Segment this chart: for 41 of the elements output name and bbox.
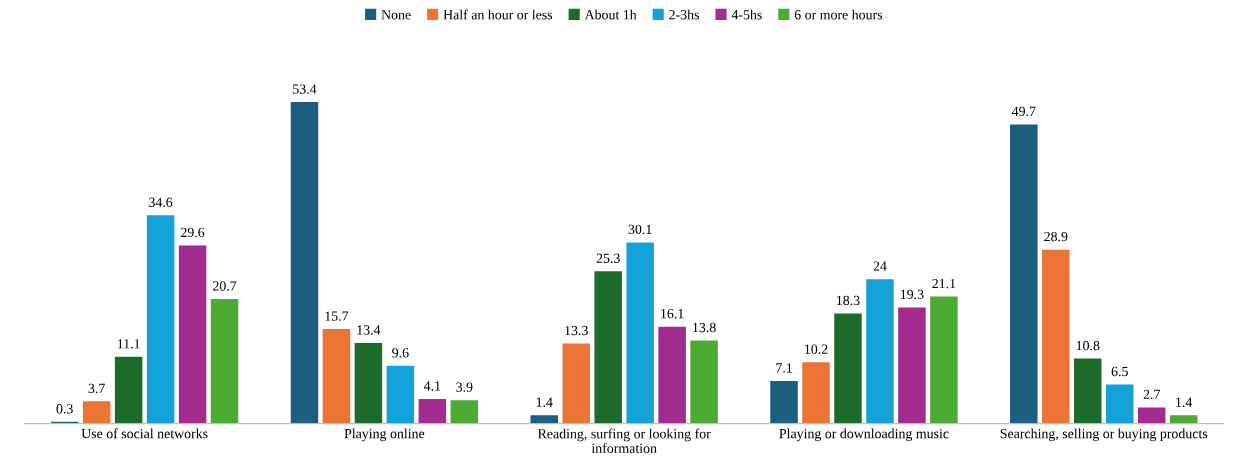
legend-label: 4-5hs: [731, 9, 762, 20]
data-label: 1.4: [1176, 397, 1193, 407]
data-label: 3.7: [88, 383, 105, 394]
x-tick-label: Searching, selling or buying products: [1000, 428, 1208, 442]
x-tick-label: Playing or downloading music: [779, 428, 949, 442]
data-label: 19.3: [900, 289, 924, 300]
data-label: 10.8: [1076, 340, 1100, 351]
x-tick-label: Playing online: [344, 428, 425, 442]
data-label: 2.7: [1143, 389, 1160, 400]
data-label: 13.4: [357, 325, 381, 335]
data-label: 28.9: [1044, 231, 1068, 242]
legend-label: Half an hour or less: [443, 9, 553, 20]
data-label: 11.1: [117, 339, 140, 349]
data-label: 0.3: [56, 404, 73, 414]
data-label: 20.7: [213, 281, 237, 291]
data-label: 29.6: [181, 227, 205, 238]
data-label: 24: [873, 261, 887, 271]
data-label: 10.2: [805, 344, 828, 354]
x-tick-label: Use of social networks: [81, 428, 208, 439]
data-label: 1.4: [536, 397, 553, 407]
legend-label: 6 or more hours: [794, 9, 883, 20]
data-label: 53.4: [293, 84, 317, 94]
legend-label: 2-3hs: [669, 9, 699, 20]
data-label: 13.8: [693, 322, 716, 333]
data-label: 4.1: [423, 381, 441, 391]
data-label: 18.3: [837, 295, 860, 306]
data-label: 16.1: [661, 308, 684, 319]
data-label: 15.7: [325, 311, 349, 321]
data-label: 21.1: [932, 278, 956, 289]
legend-label: About 1h: [584, 9, 637, 20]
data-label: 6.5: [1111, 366, 1128, 377]
data-label: 34.6: [149, 197, 173, 207]
legend-label: None: [381, 10, 411, 20]
data-label: 9.6: [392, 348, 409, 358]
data-label: 13.3: [565, 325, 588, 336]
data-label: 49.7: [1011, 106, 1036, 117]
x-tick-label: Reading, surfing or looking for information: [537, 428, 711, 453]
data-label: 7.1: [776, 363, 792, 373]
data-label: 30.1: [628, 224, 652, 235]
data-label: 25.3: [596, 253, 620, 263]
data-label: 3.9: [456, 382, 473, 392]
